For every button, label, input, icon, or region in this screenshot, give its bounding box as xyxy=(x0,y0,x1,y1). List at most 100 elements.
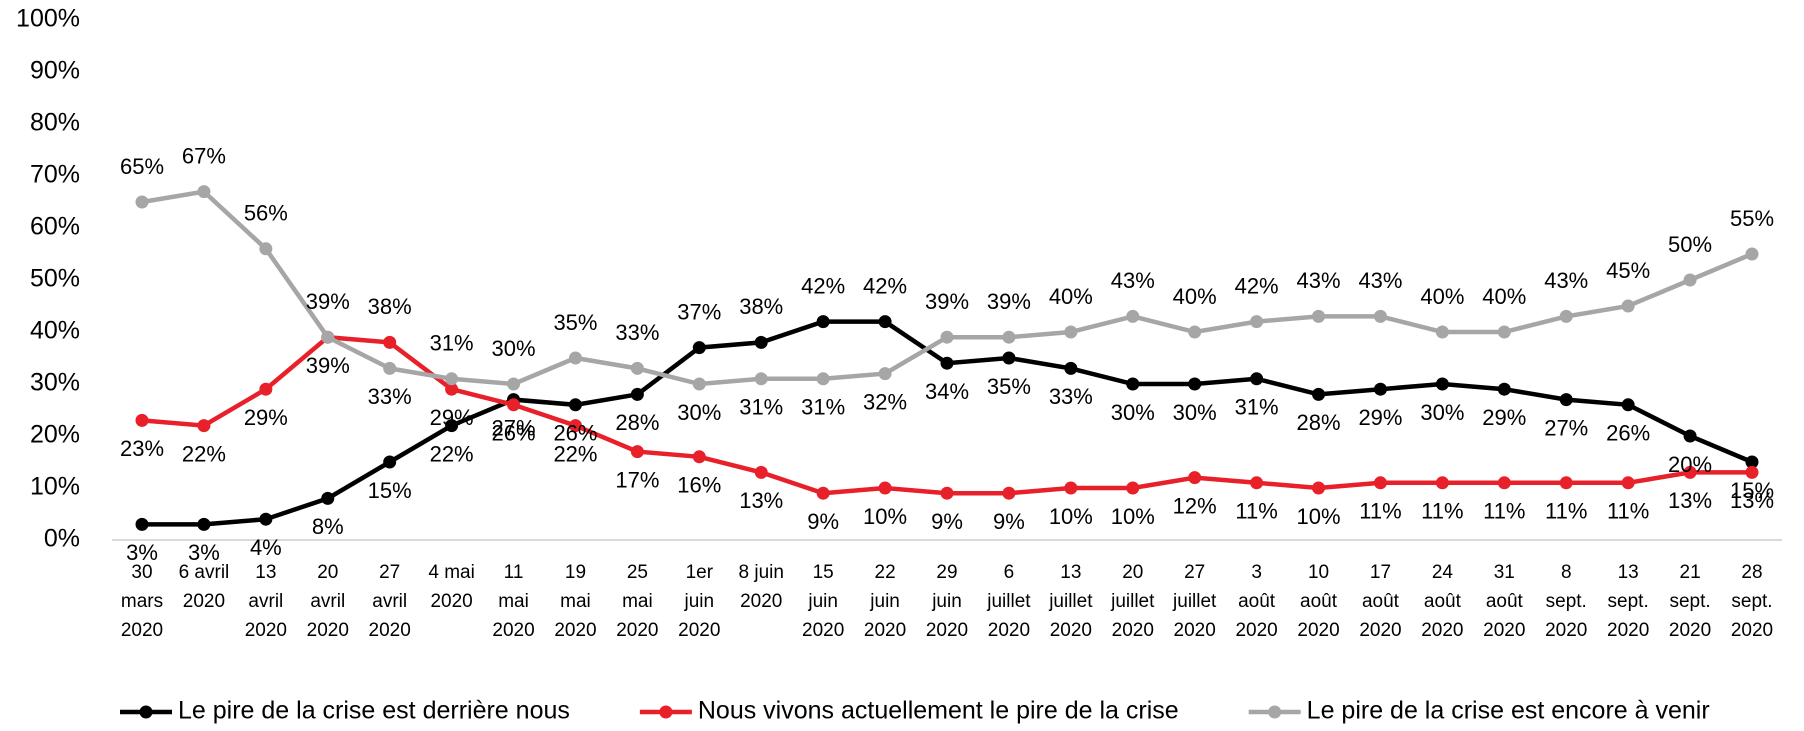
marker xyxy=(1312,481,1326,495)
data-label: 29% xyxy=(1482,405,1526,430)
data-label: 29% xyxy=(244,405,288,430)
marker xyxy=(1312,387,1326,401)
marker xyxy=(568,398,582,412)
marker xyxy=(1188,325,1202,339)
data-label: 22% xyxy=(430,441,474,466)
marker xyxy=(940,486,954,500)
data-label: 35% xyxy=(553,310,597,335)
marker xyxy=(878,481,892,495)
marker xyxy=(1250,476,1264,490)
marker xyxy=(1621,398,1635,412)
marker xyxy=(1497,325,1511,339)
data-label: 11% xyxy=(1607,499,1649,524)
marker xyxy=(1683,465,1697,479)
x-tick-label: 20 avril 2020 xyxy=(307,562,349,641)
legend-marker xyxy=(659,705,673,719)
marker xyxy=(1002,351,1016,365)
data-label: 40% xyxy=(1049,284,1093,309)
x-tick-label: 27 avril 2020 xyxy=(369,562,411,641)
marker xyxy=(1373,476,1387,490)
x-tick-label: 28 sept. 2020 xyxy=(1731,562,1773,641)
data-label: 40% xyxy=(1173,284,1217,309)
data-label: 15% xyxy=(1730,478,1774,503)
data-label: 10% xyxy=(1297,504,1341,529)
y-tick-label: 20% xyxy=(30,421,80,449)
data-label: 22% xyxy=(553,441,597,466)
y-tick-label: 10% xyxy=(30,473,80,501)
marker xyxy=(1188,471,1202,485)
legend-marker xyxy=(1268,705,1282,719)
y-tick-label: 0% xyxy=(44,525,80,553)
data-label: 11% xyxy=(1545,499,1587,524)
data-label: 39% xyxy=(925,289,969,314)
data-label: 43% xyxy=(1297,268,1341,293)
data-label: 27% xyxy=(492,415,536,440)
marker xyxy=(1497,382,1511,396)
data-label: 13% xyxy=(739,488,783,513)
x-tick-label: 25 mai 2020 xyxy=(616,562,658,641)
data-label: 8% xyxy=(312,514,344,539)
data-label: 45% xyxy=(1606,258,1650,283)
data-label: 43% xyxy=(1544,268,1588,293)
data-label: 15% xyxy=(368,478,412,503)
data-label: 29% xyxy=(430,405,474,430)
x-tick-label: 31 août 2020 xyxy=(1483,562,1525,641)
data-label: 40% xyxy=(1482,284,1526,309)
data-label: 43% xyxy=(1358,268,1402,293)
data-label: 30% xyxy=(1420,400,1464,425)
marker xyxy=(1745,247,1759,261)
data-label: 35% xyxy=(987,374,1031,399)
legend-label: Le pire de la crise est encore à venir xyxy=(1307,697,1710,725)
x-tick-label: 3 août 2020 xyxy=(1235,562,1277,641)
data-label: 29% xyxy=(1358,405,1402,430)
data-label: 32% xyxy=(863,389,907,414)
marker xyxy=(1683,273,1697,287)
marker xyxy=(259,382,273,396)
data-label: 31% xyxy=(739,395,783,420)
data-label: 50% xyxy=(1668,232,1712,257)
data-label: 39% xyxy=(987,289,1031,314)
data-label: 33% xyxy=(615,320,659,345)
marker xyxy=(197,517,211,531)
marker xyxy=(135,413,149,427)
x-tick-label: 4 mai 2020 xyxy=(428,562,474,612)
x-tick-label: 19 mai 2020 xyxy=(554,562,596,641)
marker xyxy=(1250,372,1264,386)
marker xyxy=(692,377,706,391)
x-tick-label: 13 avril 2020 xyxy=(245,562,287,641)
data-label: 38% xyxy=(368,294,412,319)
x-tick-label: 15 juin 2020 xyxy=(802,562,844,641)
data-label: 22% xyxy=(182,441,226,466)
x-tick-label: 17 août 2020 xyxy=(1359,562,1401,641)
marker xyxy=(568,351,582,365)
marker xyxy=(816,315,830,329)
marker xyxy=(1497,476,1511,490)
data-label: 30% xyxy=(1173,400,1217,425)
y-tick-label: 60% xyxy=(30,213,80,241)
marker xyxy=(445,419,459,433)
y-tick-label: 50% xyxy=(30,265,80,293)
marker xyxy=(507,377,521,391)
x-tick-label: 27 juillet 2020 xyxy=(1172,562,1217,641)
marker xyxy=(568,419,582,433)
x-tick-label: 30 mars 2020 xyxy=(121,562,163,641)
marker xyxy=(383,361,397,375)
data-label: 42% xyxy=(863,273,907,298)
data-label: 31% xyxy=(801,395,845,420)
x-tick-label: 1er juin 2020 xyxy=(678,562,720,641)
data-label: 34% xyxy=(925,379,969,404)
marker xyxy=(1373,309,1387,323)
x-tick-label: 13 sept. 2020 xyxy=(1607,562,1649,641)
data-label: 13% xyxy=(1730,488,1774,513)
marker xyxy=(692,450,706,464)
marker xyxy=(1373,382,1387,396)
marker xyxy=(1745,455,1759,469)
x-tick-label: 6 juillet 2020 xyxy=(986,562,1031,641)
y-tick-label: 80% xyxy=(30,109,80,137)
marker xyxy=(1312,309,1326,323)
data-label: 27% xyxy=(1544,415,1588,440)
marker xyxy=(1250,315,1264,329)
marker xyxy=(1683,429,1697,443)
data-label: 10% xyxy=(1049,504,1093,529)
